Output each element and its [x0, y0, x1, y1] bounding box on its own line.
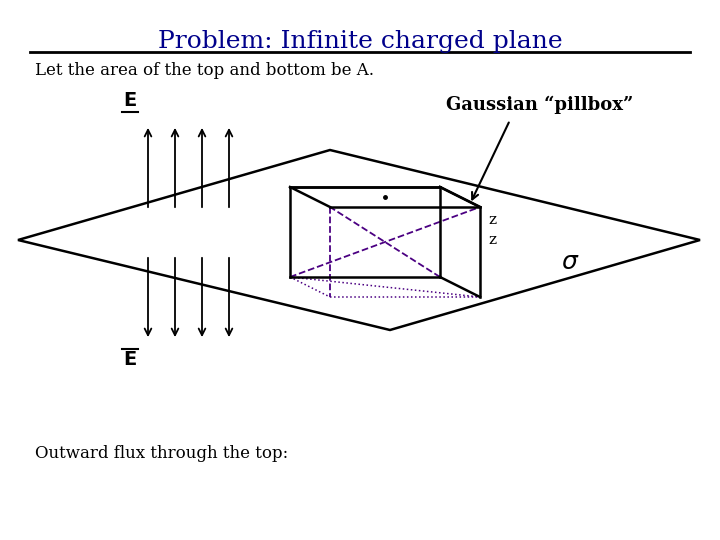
Text: Let the area of the top and bottom be A.: Let the area of the top and bottom be A.	[35, 62, 374, 79]
Text: E: E	[123, 91, 137, 110]
Text: E: E	[123, 350, 137, 369]
Text: Problem: Infinite charged plane: Problem: Infinite charged plane	[158, 30, 562, 53]
Text: $\sigma$: $\sigma$	[561, 250, 580, 274]
Text: z: z	[488, 213, 496, 227]
Text: Outward flux through the top:: Outward flux through the top:	[35, 445, 288, 462]
Text: Gaussian “pillbox”: Gaussian “pillbox”	[446, 96, 634, 114]
Text: z: z	[488, 233, 496, 247]
